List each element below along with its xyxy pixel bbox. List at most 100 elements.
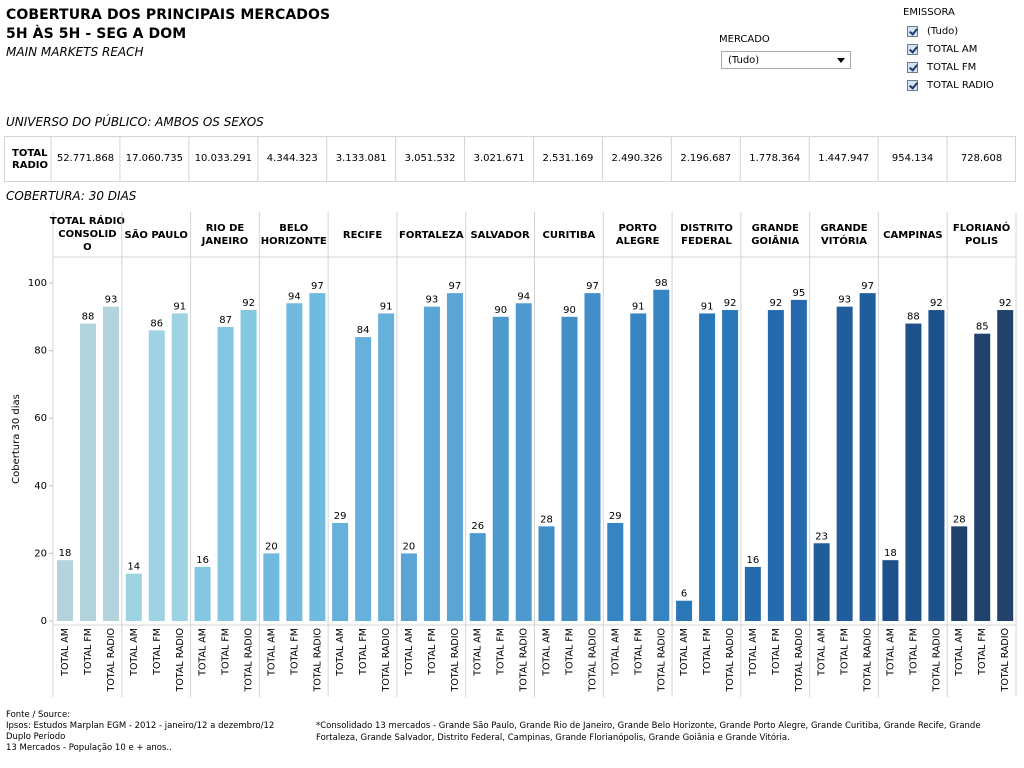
y-tick-label: 40 (34, 481, 47, 492)
bar-value-label: 92 (724, 298, 737, 309)
bar (676, 600, 693, 621)
bar-value-label: 20 (403, 541, 416, 552)
table-cell-value: 2.531.169 (543, 153, 594, 164)
bar (194, 566, 211, 621)
x-category-label: TOTAL RADIO (381, 628, 392, 692)
emissora-option-total-fm[interactable]: TOTAL FM (907, 62, 976, 73)
x-category-label: TOTAL AM (748, 628, 759, 677)
bar (57, 560, 73, 621)
bar (103, 306, 119, 621)
market-header-label: GRANDE (820, 223, 867, 234)
source-line: Duplo Período (6, 732, 66, 742)
y-tick-label: 0 (41, 616, 47, 627)
page-title-period: 5H ÀS 5H - SEG A DOM (6, 26, 187, 42)
bar (263, 553, 280, 621)
bar (423, 306, 440, 621)
market-header-label: VITÓRIA (821, 234, 867, 247)
bar-value-label: 26 (471, 521, 484, 532)
bar-value-label: 92 (242, 298, 255, 309)
x-category-label: TOTAL AM (610, 628, 621, 677)
bar-value-label: 86 (150, 318, 163, 329)
table-cell-value: 10.033.291 (195, 153, 252, 164)
bar-value-label: 20 (265, 541, 278, 552)
market-header-label: PORTO (618, 223, 656, 234)
bar (767, 310, 784, 621)
mercado-dropdown[interactable]: (Tudo) (721, 51, 851, 69)
checkbox-checked-icon[interactable] (907, 62, 918, 73)
page-title: COBERTURA DOS PRINCIPAIS MERCADOS (6, 7, 331, 23)
bar-value-label: 14 (127, 562, 140, 573)
bar (355, 337, 372, 621)
table-cell-value: 1.778.364 (749, 153, 800, 164)
bar (813, 543, 830, 621)
market-header-label: FORTALEZA (399, 230, 464, 241)
bar (836, 306, 853, 621)
bar-value-label: 91 (701, 301, 714, 312)
bar-value-label: 97 (586, 281, 599, 292)
x-category-label: TOTAL FM (221, 628, 232, 676)
bar (630, 313, 647, 621)
checkbox-checked-icon[interactable] (907, 44, 918, 55)
bar (378, 313, 395, 621)
table-border (4, 136, 1016, 182)
x-category-label: TOTAL AM (542, 628, 553, 677)
bar-value-label: 92 (769, 298, 782, 309)
bar-value-label: 23 (815, 531, 828, 542)
checkbox-checked-icon[interactable] (907, 26, 918, 37)
bar-value-label: 85 (976, 322, 989, 333)
market-header-label: HORIZONTE (261, 236, 327, 247)
bar-value-label: 94 (517, 291, 530, 302)
x-category-label: TOTAL FM (908, 628, 919, 676)
market-header-label: BELO (279, 223, 308, 234)
x-category-label: TOTAL AM (817, 628, 828, 677)
bar-value-label: 97 (861, 281, 874, 292)
table-cell-value: 4.344.323 (267, 153, 318, 164)
x-category-label: TOTAL AM (60, 628, 71, 677)
bar (859, 293, 876, 621)
x-category-label: TOTAL RADIO (794, 628, 805, 692)
bar-value-label: 16 (196, 555, 209, 566)
market-header-label: DISTRITO (680, 223, 733, 234)
chevron-down-icon (837, 58, 845, 63)
x-category-label: TOTAL RADIO (175, 628, 186, 692)
y-tick-label: 100 (28, 278, 47, 289)
market-header-label: POLIS (965, 236, 998, 247)
emissora-option-total-radio[interactable]: TOTAL RADIO (907, 80, 994, 91)
bar-value-label: 16 (746, 555, 759, 566)
x-category-label: TOTAL FM (702, 628, 713, 676)
coverage-label: COBERTURA: 30 DIAS (6, 189, 137, 203)
table-cell-value: 2.490.326 (611, 153, 662, 164)
source-line: Fonte / Source: (6, 710, 71, 720)
market-header-label: TOTAL RÁDIO (50, 214, 125, 227)
emissora-option-total-am[interactable]: TOTAL AM (907, 44, 977, 55)
x-category-label: TOTAL AM (129, 628, 140, 677)
bar (446, 293, 463, 621)
bar-value-label: 95 (792, 288, 805, 299)
x-category-label: TOTAL FM (977, 628, 988, 676)
emissora-filter-label: EMISSORA (903, 7, 955, 18)
x-category-label: TOTAL RADIO (244, 628, 255, 692)
bar-value-label: 18 (884, 548, 897, 559)
y-tick-label: 60 (34, 413, 47, 424)
x-category-label: TOTAL FM (427, 628, 438, 676)
market-header-label: SALVADOR (470, 230, 530, 241)
mercado-dropdown-value: (Tudo) (728, 55, 760, 66)
emissora-option-all[interactable]: (Tudo) (907, 26, 958, 37)
bar-value-label: 93 (105, 295, 118, 306)
table-cell-value: 17.060.735 (126, 153, 183, 164)
market-header-label: RIO DE (206, 223, 245, 234)
bar (125, 573, 142, 621)
table-row-label: RADIO (12, 160, 48, 171)
checkbox-checked-icon[interactable] (907, 80, 918, 91)
x-category-label: TOTAL AM (335, 628, 346, 677)
bar (400, 553, 417, 621)
emissora-option-label: TOTAL FM (927, 62, 977, 73)
market-header-label: FEDERAL (681, 236, 732, 247)
x-category-label: TOTAL RADIO (450, 628, 461, 692)
bar-value-label: 94 (288, 291, 301, 302)
bar (469, 533, 486, 621)
x-category-label: TOTAL AM (198, 628, 209, 677)
bar (515, 303, 532, 621)
x-category-label: TOTAL FM (496, 628, 507, 676)
